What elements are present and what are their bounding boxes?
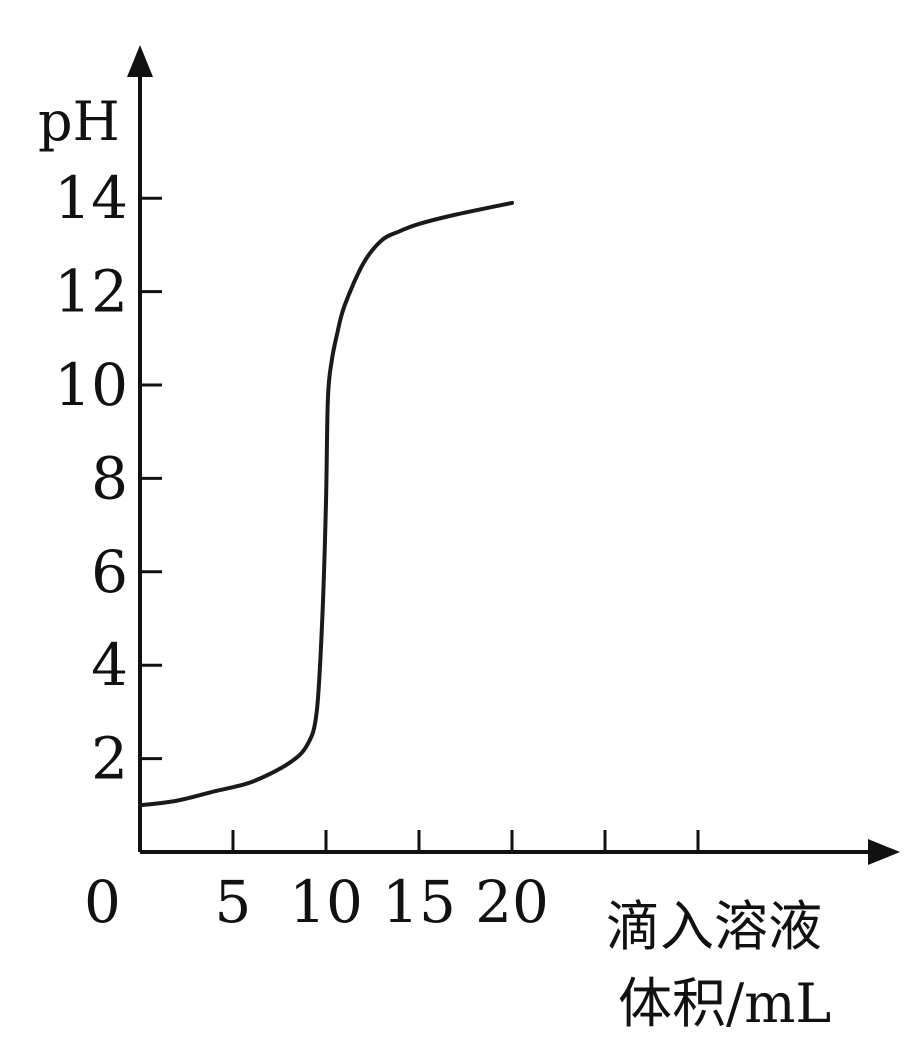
y-tick-label: 6 xyxy=(91,538,128,606)
origin-label: 0 xyxy=(84,868,121,936)
axes xyxy=(127,45,900,865)
y-tick-label: 14 xyxy=(54,164,128,232)
x-tick-label: 20 xyxy=(475,868,549,936)
x-tick-label: 10 xyxy=(289,868,363,936)
y-tick-label: 10 xyxy=(54,351,128,419)
y-axis-arrow xyxy=(127,45,153,77)
y-tick-label: 8 xyxy=(91,444,128,512)
x-axis-label-line-1: 滴入溶液 xyxy=(606,895,822,958)
ph-titration-curve xyxy=(138,200,514,808)
x-axis-arrow xyxy=(868,839,900,865)
series xyxy=(138,200,514,808)
labels: pH 0 滴入溶液 体积/mL xyxy=(38,90,831,1035)
y-tick-label: 2 xyxy=(91,725,128,793)
x-tick-label: 15 xyxy=(382,868,456,936)
y-axis-label: pH xyxy=(38,90,120,153)
y-tick-label: 12 xyxy=(54,258,128,326)
ticks: 5 10 15 20 2 4 6 8 10 12 14 xyxy=(54,164,700,936)
x-axis-label-line-2: 体积/mL xyxy=(618,972,831,1035)
x-tick-label: 5 xyxy=(215,868,252,936)
y-tick-label: 4 xyxy=(91,631,128,699)
